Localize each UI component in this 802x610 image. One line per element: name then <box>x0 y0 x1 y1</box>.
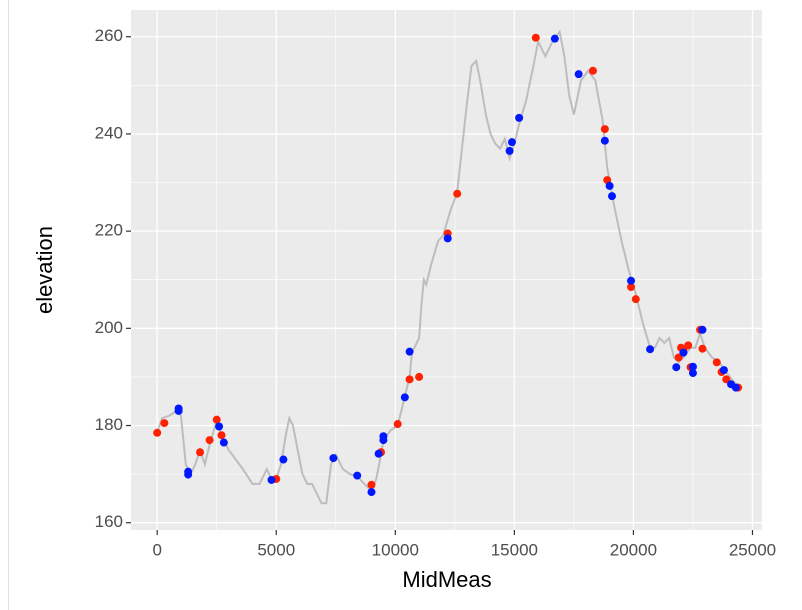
y-tick-label: 180 <box>95 415 123 434</box>
point <box>600 125 609 134</box>
panel <box>131 10 762 530</box>
point <box>688 362 697 371</box>
point <box>217 431 226 440</box>
elevation-line <box>156 29 742 505</box>
y-tick-label: 200 <box>95 318 123 337</box>
point <box>443 234 452 243</box>
point <box>279 455 288 464</box>
point <box>215 422 224 431</box>
edge <box>8 0 9 610</box>
x-tick-label: 25000 <box>729 540 776 559</box>
point <box>453 189 462 198</box>
point <box>374 449 383 458</box>
point <box>712 358 721 367</box>
point <box>684 341 693 350</box>
point <box>627 276 636 285</box>
point <box>212 415 221 424</box>
point <box>731 383 740 392</box>
point <box>550 34 559 43</box>
point <box>415 372 424 381</box>
point <box>219 438 228 447</box>
point <box>631 295 640 304</box>
x-tick-label: 15000 <box>491 540 538 559</box>
point <box>646 345 655 354</box>
point <box>600 136 609 145</box>
x-axis-title: MidMeas <box>402 567 491 592</box>
point <box>574 70 583 79</box>
point <box>405 375 414 384</box>
y-tick-label: 220 <box>95 221 123 240</box>
point <box>160 419 169 428</box>
point <box>329 454 338 463</box>
point <box>505 146 514 155</box>
point <box>267 475 276 484</box>
x-tick-label: 20000 <box>610 540 657 559</box>
point <box>719 366 728 375</box>
point <box>605 181 614 190</box>
point <box>627 283 636 292</box>
point <box>515 113 524 122</box>
point <box>698 344 707 353</box>
x-tick-label: 0 <box>152 540 161 559</box>
x-tick-label: 5000 <box>257 540 295 559</box>
point <box>184 470 193 479</box>
y-tick-label: 160 <box>95 512 123 531</box>
point <box>688 369 697 378</box>
point <box>196 448 205 457</box>
point <box>379 432 388 441</box>
y-tick-label: 260 <box>95 26 123 45</box>
y-axis-title: elevation <box>32 226 57 314</box>
point <box>174 406 183 415</box>
y-tick-label: 240 <box>95 123 123 142</box>
point <box>531 33 540 42</box>
point <box>353 471 362 480</box>
point <box>393 420 402 429</box>
point <box>672 363 681 372</box>
point <box>679 348 688 357</box>
point <box>698 325 707 334</box>
x-tick-label: 10000 <box>372 540 419 559</box>
point <box>367 480 376 489</box>
point <box>607 192 616 201</box>
point <box>205 436 214 445</box>
point <box>153 428 162 437</box>
point <box>405 347 414 356</box>
point <box>588 66 597 75</box>
point <box>367 488 376 497</box>
point <box>507 138 516 147</box>
point <box>400 393 409 402</box>
